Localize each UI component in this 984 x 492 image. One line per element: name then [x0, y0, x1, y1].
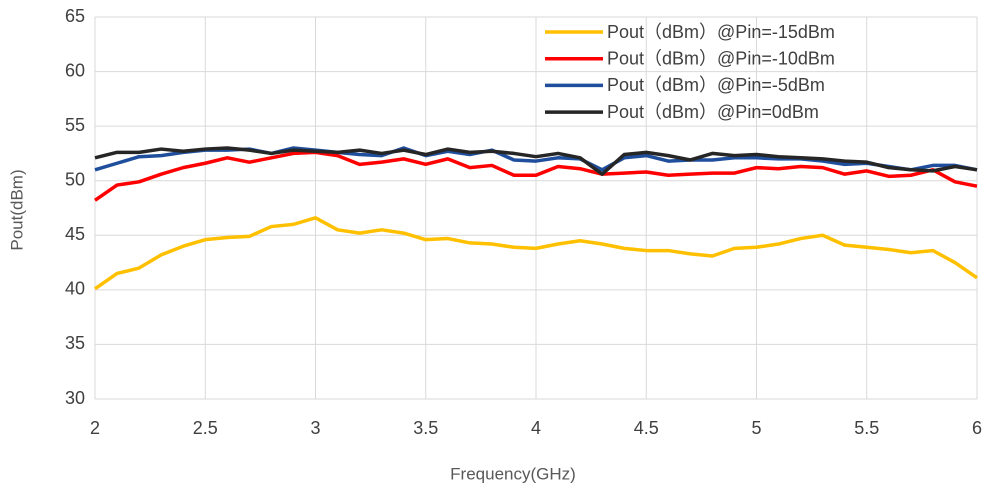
- x-tick-label: 5.5: [854, 418, 879, 438]
- legend-label: Pout（dBm）@Pin=-5dBm: [607, 75, 825, 95]
- x-tick-label: 4.5: [634, 418, 659, 438]
- legend-label: Pout（dBm）@Pin=-10dBm: [607, 48, 835, 68]
- y-tick-label: 30: [65, 388, 85, 408]
- x-tick-label: 4: [531, 418, 541, 438]
- y-tick-label: 65: [65, 6, 85, 26]
- data-line: [94, 146, 978, 176]
- y-tick-label: 50: [65, 169, 85, 189]
- x-tick-label: 3: [310, 418, 320, 438]
- x-tick-label: 2.5: [193, 418, 218, 438]
- data-line: [94, 150, 978, 202]
- x-axis-title: Frequency(GHz): [450, 464, 576, 483]
- legend-label: Pout（dBm）@Pin=0dBm: [607, 102, 819, 122]
- x-tick-label: 3.5: [413, 418, 438, 438]
- y-tick-label: 45: [65, 224, 85, 244]
- data-line: [94, 216, 978, 291]
- y-tick-label: 40: [65, 279, 85, 299]
- legend-label: Pout（dBm）@Pin=-15dBm: [607, 22, 835, 42]
- x-tick-label: 6: [972, 418, 982, 438]
- y-tick-label: 35: [65, 333, 85, 353]
- x-tick-label: 2: [90, 418, 100, 438]
- y-axis-title: Pout(dBm): [7, 169, 26, 250]
- legend: Pout（dBm）@Pin=-15dBm Pout（dBm）@Pin=-10dBm…: [545, 22, 835, 122]
- x-tick-label: 5: [751, 418, 761, 438]
- y-tick-label: 55: [65, 115, 85, 135]
- y-tick-label: 60: [65, 60, 85, 80]
